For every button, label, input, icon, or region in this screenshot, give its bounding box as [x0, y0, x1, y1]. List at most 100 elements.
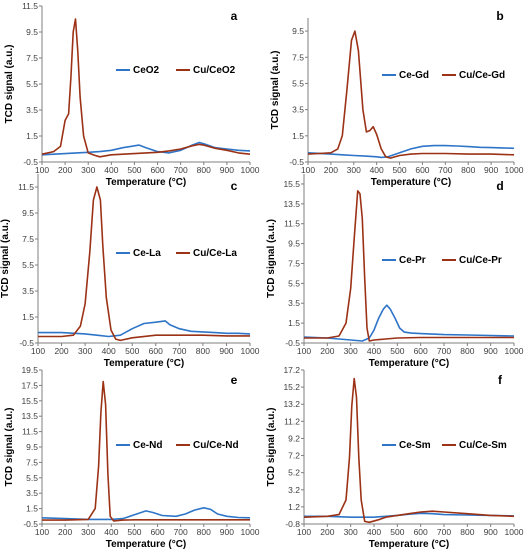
chart-panel-a: 100 200 300 400 500 600 700 800 900 1000 -0.5 1.5 3.…	[4, 1, 260, 188]
x-tick-label: 900	[484, 527, 498, 537]
y-axis-title: TCD signal (a.u.)	[266, 408, 277, 487]
y-tick-label: -0.5	[285, 338, 300, 348]
x-tick-label: 1000	[241, 165, 260, 175]
x-tick-label: 200	[324, 165, 338, 175]
y-tick-label: 5.5	[26, 473, 38, 483]
y-tick-label: 7.5	[26, 457, 38, 467]
legend-entry: Cu/Ce-Nd	[193, 440, 239, 451]
legend-entry: Ce-Gd	[399, 70, 429, 81]
series-line-cu-ce-sm	[303, 377, 515, 524]
x-axis-title: Temperature (°C)	[106, 177, 187, 188]
y-tick-label: -0.5	[289, 157, 304, 167]
legend-entry: CeO2	[133, 65, 160, 76]
y-tick-label: 1.5	[292, 131, 304, 141]
x-tick-label: 800	[197, 527, 211, 537]
y-axis-title: TCD signal (a.u.)	[270, 51, 281, 130]
x-tick-label: 800	[460, 527, 474, 537]
x-axis-title: Temperature (°C)	[104, 358, 185, 369]
x-tick-label: 800	[460, 346, 474, 356]
y-tick-label: 11.5	[22, 1, 38, 11]
y-tick-label: 3.5	[22, 286, 34, 296]
x-tick-label: 200	[58, 527, 72, 537]
legend-entry: Ce-Nd	[133, 440, 162, 451]
y-tick-label: -0.5	[19, 338, 34, 348]
legend-entry: Ce-Pr	[399, 255, 426, 266]
panel-label: d	[496, 179, 503, 193]
y-tick-label: 1.5	[288, 318, 300, 328]
y-tick-label: 15.2	[283, 382, 300, 392]
y-axis-title: TCD signal (a.u.)	[0, 219, 11, 298]
x-tick-label: 400	[367, 527, 381, 537]
x-tick-label: 400	[104, 527, 118, 537]
x-tick-label: 1000	[505, 346, 524, 356]
series-line-cu-ce-gd	[307, 30, 515, 159]
chart-panel-d: 100 200 300 400 500 600 700 800 900 1000 -0.5 1.5 3.…	[266, 174, 524, 369]
x-tick-label: 900	[484, 346, 498, 356]
x-tick-label: 600	[150, 165, 164, 175]
y-tick-label: 13.2	[283, 399, 300, 409]
x-tick-label: 300	[81, 527, 95, 537]
y-tick-label: -0.5	[23, 157, 38, 167]
panel-label: c	[231, 179, 238, 193]
x-tick-label: 800	[197, 165, 211, 175]
x-tick-label: 700	[437, 527, 451, 537]
y-tick-label: 9.5	[292, 26, 304, 36]
panel-label: f	[498, 373, 503, 387]
x-tick-label: 100	[297, 346, 311, 356]
y-tick-label: 7.5	[292, 52, 304, 62]
x-tick-label: 500	[392, 165, 406, 175]
y-tick-label: 3.5	[288, 298, 300, 308]
x-tick-label: 700	[172, 346, 186, 356]
x-tick-label: 200	[320, 527, 334, 537]
x-tick-label: 900	[220, 527, 234, 537]
y-tick-label: 3.5	[292, 105, 304, 115]
y-axis-title: TCD signal (a.u.)	[4, 408, 15, 487]
y-tick-label: 3.2	[288, 485, 300, 495]
x-tick-label: 600	[414, 527, 428, 537]
y-tick-label: 9.5	[288, 239, 300, 249]
x-tick-label: 400	[102, 346, 116, 356]
chart-panel-e: 100 200 300 400 500 600 700 800 900 1000 -0.5 1.5 3.…	[4, 365, 260, 550]
series-line-ceo2	[41, 141, 251, 156]
series-line-cu-ceo2	[41, 18, 251, 158]
legend-entry: Cu/Ce-Sm	[459, 440, 507, 451]
legend-entry: Cu/CeO2	[193, 65, 236, 76]
y-tick-label: 11.2	[284, 416, 300, 426]
y-tick-label: 17.2	[283, 365, 300, 375]
x-tick-label: 900	[220, 165, 234, 175]
y-tick-label: 5.5	[22, 260, 34, 270]
x-tick-label: 500	[125, 346, 139, 356]
y-tick-label: 7.5	[26, 53, 38, 63]
y-tick-label: 1.5	[22, 312, 34, 322]
x-tick-label: 500	[390, 346, 404, 356]
y-tick-label: 5.5	[288, 278, 300, 288]
x-tick-label: 100	[301, 165, 315, 175]
legend-entry: Cu/Ce-Pr	[459, 255, 502, 266]
x-axis-title: Temperature (°C)	[369, 539, 450, 550]
x-axis-title: Temperature (°C)	[369, 358, 450, 369]
y-tick-label: 11.5	[284, 219, 300, 229]
chart-panel-f: 100 200 300 400 500 600 700 800 900 1000 -0.8 1.2 3.…	[266, 365, 524, 550]
y-tick-label: 5.5	[292, 78, 304, 88]
series-line-ce-nd	[41, 506, 251, 521]
y-tick-label: 9.2	[288, 433, 300, 443]
x-tick-label: 1000	[505, 165, 524, 175]
x-tick-label: 300	[344, 527, 358, 537]
series-line-cu-ce-pr	[304, 190, 514, 342]
x-tick-label: 700	[174, 527, 188, 537]
chart-panel-b: 100 200 300 400 500 600 700 800 900 1000 -0.5 1.5 3.…	[270, 9, 524, 188]
y-tick-label: 5.5	[26, 79, 38, 89]
x-tick-label: 900	[219, 346, 233, 356]
x-tick-label: 1000	[505, 527, 524, 537]
series-line-ce-gd	[307, 144, 515, 159]
y-tick-label: 13.5	[283, 199, 300, 209]
y-tick-label: 11.5	[22, 427, 38, 437]
x-tick-label: 500	[127, 527, 141, 537]
y-tick-label: 9.5	[26, 442, 38, 452]
y-tick-label: 19.5	[21, 365, 38, 375]
y-tick-label: 9.5	[22, 208, 34, 218]
x-tick-label: 700	[174, 165, 188, 175]
legend-entry: Ce-Sm	[399, 440, 431, 451]
y-axis-title: TCD signal (a.u.)	[266, 219, 277, 298]
